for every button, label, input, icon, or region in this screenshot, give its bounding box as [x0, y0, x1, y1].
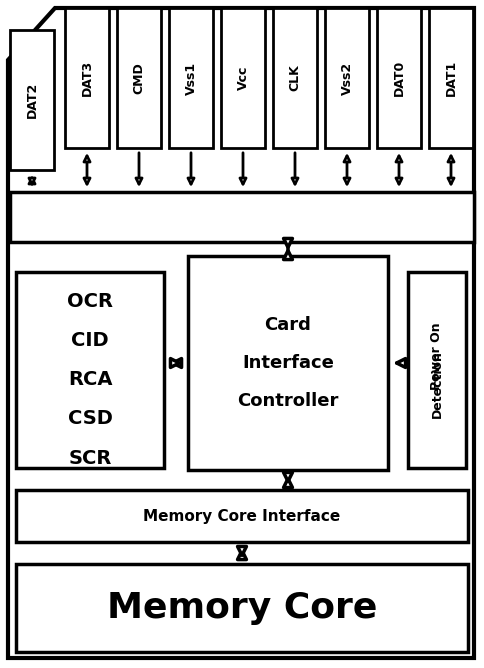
Text: Power On: Power On: [430, 322, 443, 390]
Text: Vcc: Vcc: [237, 66, 249, 90]
Bar: [10, 30, 54, 170]
Text: DAT2: DAT2: [26, 82, 39, 118]
Text: Card: Card: [265, 316, 311, 334]
Text: SCR: SCR: [68, 449, 112, 468]
Bar: [117, 8, 161, 148]
Bar: [16, 272, 164, 468]
Bar: [16, 490, 468, 542]
Text: Detection: Detection: [430, 350, 443, 418]
Text: Vss2: Vss2: [341, 61, 353, 95]
Bar: [169, 8, 213, 148]
Text: DAT3: DAT3: [80, 60, 93, 96]
Text: Memory Core: Memory Core: [107, 591, 377, 625]
Bar: [408, 272, 466, 468]
Text: Interface: Interface: [242, 354, 334, 372]
Text: CSD: CSD: [68, 409, 112, 428]
Bar: [188, 256, 388, 470]
Bar: [221, 8, 265, 148]
Text: RCA: RCA: [68, 370, 112, 389]
Text: DAT0: DAT0: [393, 60, 406, 96]
Text: Vss1: Vss1: [184, 61, 197, 95]
Text: Controller: Controller: [237, 392, 339, 410]
Bar: [273, 8, 317, 148]
Text: CLK: CLK: [288, 65, 302, 92]
Text: OCR: OCR: [67, 292, 113, 311]
Text: CMD: CMD: [133, 62, 146, 94]
Bar: [325, 8, 369, 148]
Bar: [377, 8, 421, 148]
Bar: [16, 564, 468, 652]
Text: Memory Core Interface: Memory Core Interface: [143, 508, 341, 524]
Bar: [429, 8, 473, 148]
Bar: [10, 192, 474, 242]
Text: CID: CID: [71, 331, 109, 350]
Text: DAT1: DAT1: [444, 60, 457, 96]
Bar: [65, 8, 109, 148]
